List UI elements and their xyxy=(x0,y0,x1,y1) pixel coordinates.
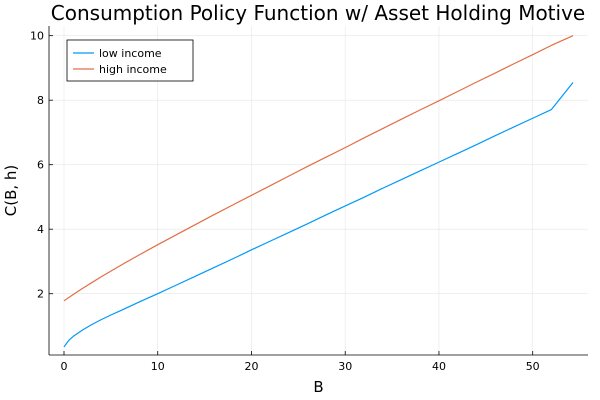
y-tick-label: 2 xyxy=(37,288,44,301)
x-axis: 0 10 20 30 40 50 xyxy=(60,351,540,373)
plot-frame xyxy=(48,26,588,356)
x-tick-label: 30 xyxy=(338,360,352,373)
y-tick-label: 8 xyxy=(37,94,44,107)
y-axis: 2 4 6 8 10 xyxy=(30,30,53,301)
legend-label: high income xyxy=(99,63,167,76)
legend-box xyxy=(66,39,194,82)
y-tick-label: 10 xyxy=(30,30,44,43)
x-axis-label: B xyxy=(313,378,323,396)
x-tick-label: 10 xyxy=(151,360,165,373)
x-tick-label: 40 xyxy=(432,360,446,373)
series-line-low-income xyxy=(63,82,574,348)
x-tick-label: 50 xyxy=(526,360,540,373)
legend: low income high income xyxy=(66,39,194,82)
grid xyxy=(49,26,588,355)
y-axis-label: C(B, h) xyxy=(2,165,20,217)
y-tick-label: 4 xyxy=(37,223,44,236)
y-tick-label: 6 xyxy=(37,159,44,172)
x-tick-label: 20 xyxy=(244,360,258,373)
series-group xyxy=(63,35,574,348)
legend-label: low income xyxy=(99,47,162,60)
series-line-high-income xyxy=(63,35,574,302)
chart-title: Consumption Policy Function w/ Asset Hol… xyxy=(51,1,585,25)
x-tick-label: 0 xyxy=(60,360,67,373)
